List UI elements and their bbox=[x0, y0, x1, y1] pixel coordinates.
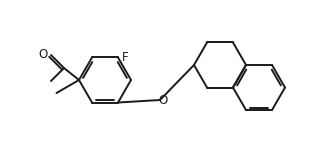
Text: O: O bbox=[38, 48, 48, 61]
Text: F: F bbox=[122, 51, 128, 64]
Text: O: O bbox=[158, 94, 167, 106]
